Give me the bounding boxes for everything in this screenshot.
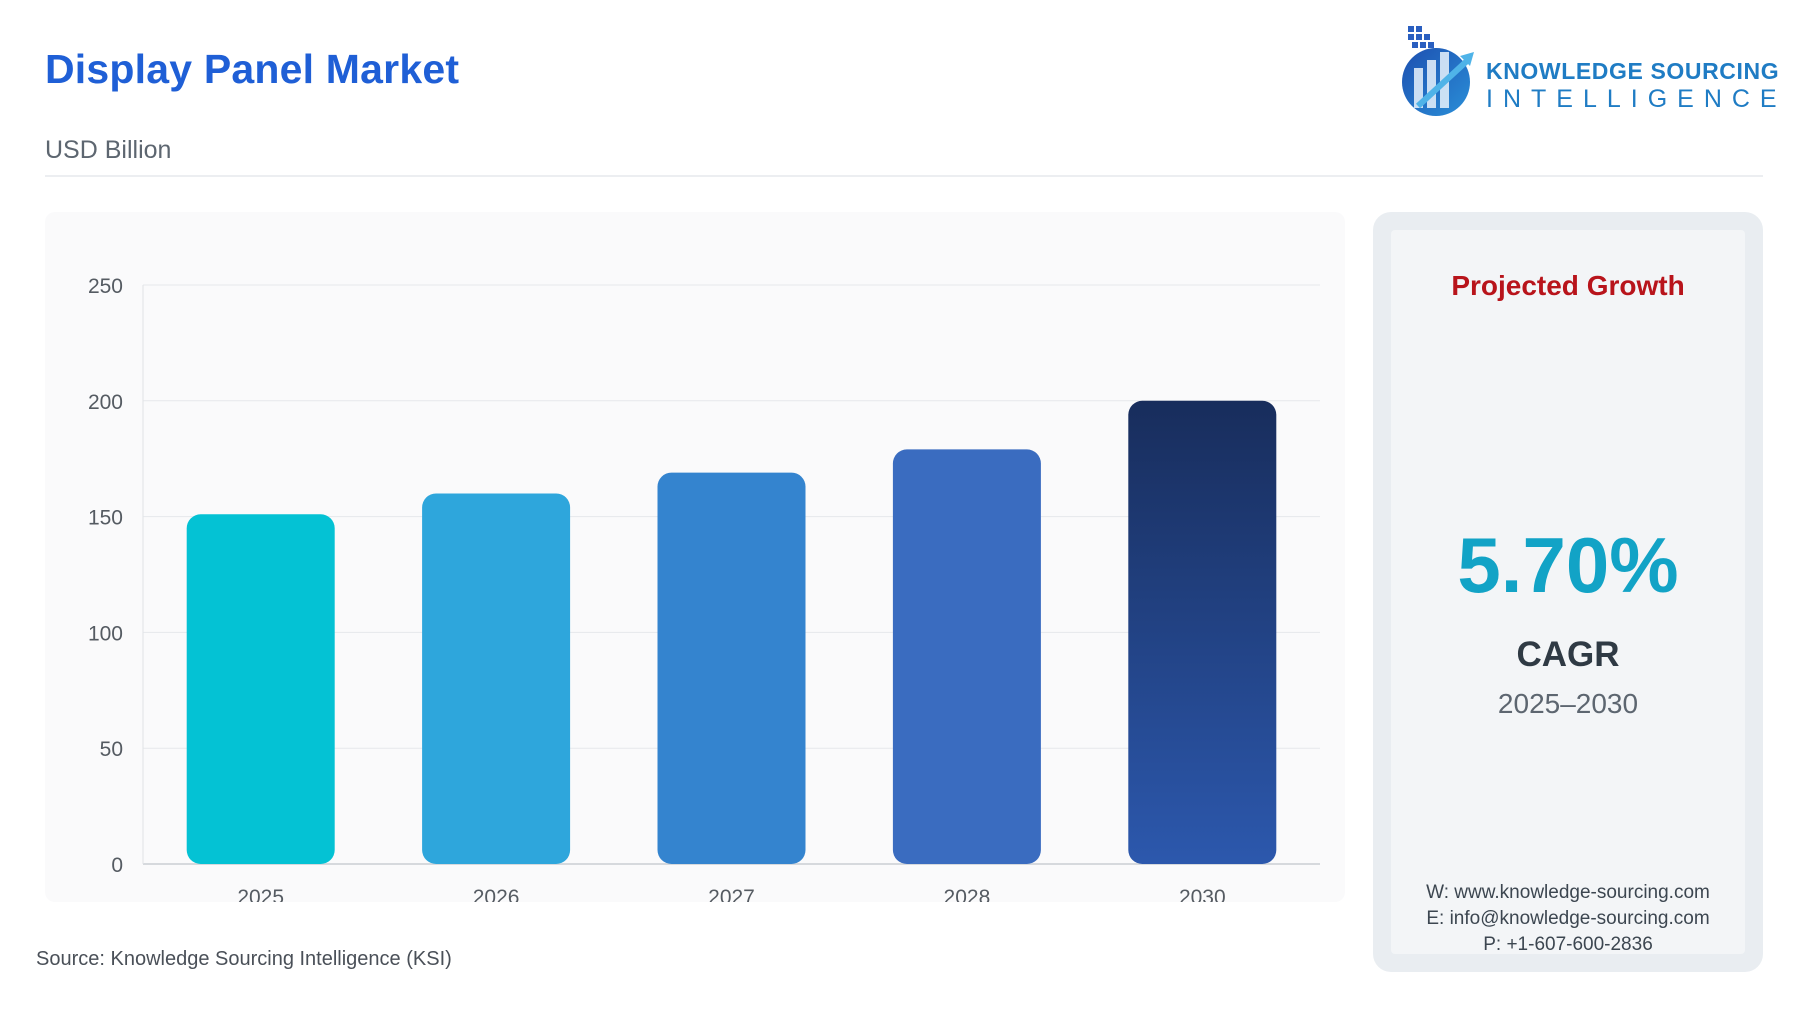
y-tick-label: 150 [88, 507, 123, 530]
y-tick-label: 50 [100, 738, 123, 761]
logo-text-primary: KNOWLEDGE SOURCING [1486, 58, 1780, 84]
bar-chart: 0 50 100 150 200 250 2025 2026 2027 2028 2030 [88, 275, 1320, 902]
header-divider [45, 175, 1763, 177]
y-tick-label: 0 [111, 854, 123, 877]
chart-subtitle: USD Billion [45, 136, 172, 164]
x-tick-label: 2025 [237, 886, 284, 902]
chart-title: Display Panel Market [45, 46, 460, 92]
projected-growth-inner: Projected Growth 5.70% CAGR 2025–2030 W:… [1391, 230, 1745, 955]
source-note: Source: Knowledge Sourcing Intelligence … [36, 948, 452, 970]
contact-phone: P: +1-607-600-2836 [1483, 934, 1653, 955]
bar [422, 493, 571, 864]
projected-growth-card: Projected Growth 5.70% CAGR 2025–2030 W:… [1373, 212, 1763, 972]
cagr-value: 5.70% [1457, 521, 1679, 609]
y-tick-label: 250 [88, 275, 123, 298]
y-tick-label: 100 [88, 622, 123, 645]
x-tick-label: 2028 [944, 886, 991, 902]
cagr-period: 2025–2030 [1497, 688, 1639, 719]
bar [892, 449, 1041, 864]
company-logo: KNOWLEDGE SOURCING INTELLIGENCE [1398, 22, 1779, 122]
logo-mark-icon [1402, 26, 1474, 116]
x-tick-label: 2027 [708, 886, 755, 902]
contact-email[interactable]: E: info@knowledge-sourcing.com [1426, 908, 1710, 929]
contact-website[interactable]: W: www.knowledge-sourcing.com [1426, 882, 1710, 903]
bar [186, 514, 335, 864]
chart-panel: 0 50 100 150 200 250 2025 2026 2027 2028 2030 [45, 212, 1345, 902]
y-tick-label: 200 [88, 391, 123, 414]
bar [657, 472, 806, 864]
cagr-label: CAGR [1516, 635, 1620, 674]
x-tick-label: 2030 [1179, 886, 1226, 902]
bar [1128, 400, 1277, 864]
x-tick-label: 2026 [473, 886, 520, 902]
logo-text-secondary: INTELLIGENCE [1486, 85, 1787, 113]
projected-growth-title: Projected Growth [1451, 270, 1685, 301]
